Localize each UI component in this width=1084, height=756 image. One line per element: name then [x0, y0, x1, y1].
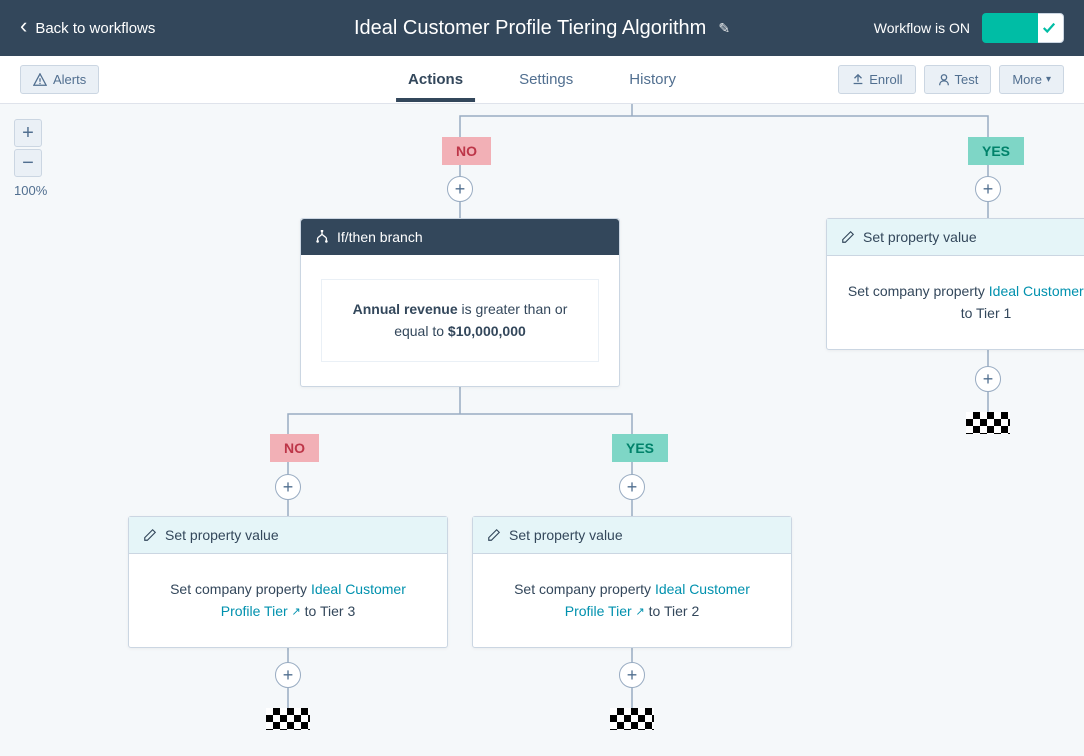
property-link[interactable]: Ideal Customer Tier ↗: [989, 283, 1084, 299]
card-header: If/then branch: [301, 219, 619, 255]
if-then-branch-card[interactable]: If/then branch Annual revenue is greater…: [300, 218, 620, 387]
enroll-icon: [851, 73, 865, 87]
check-icon: [1034, 13, 1064, 43]
set-property-card-tier3[interactable]: Set property value Set company property …: [128, 516, 448, 648]
branch-icon: [315, 230, 329, 244]
prop-to: to: [961, 305, 976, 321]
prop-prefix: Set company property: [848, 283, 989, 299]
finish-flag-icon: [966, 412, 1010, 434]
top-bar: Back to workflows Ideal Customer Profile…: [0, 0, 1084, 56]
prop-value: Tier 2: [664, 603, 699, 619]
add-action-button[interactable]: +: [975, 176, 1001, 202]
workflow-toggle[interactable]: [982, 13, 1064, 43]
test-button[interactable]: Test: [924, 65, 992, 94]
finish-flag-icon: [610, 708, 654, 730]
branch-no-badge: NO: [270, 434, 319, 462]
finish-flag-icon: [266, 708, 310, 730]
right-buttons: Enroll Test More ▾: [838, 65, 1064, 94]
enroll-label: Enroll: [869, 72, 902, 87]
more-button[interactable]: More ▾: [999, 65, 1064, 94]
prop-to: to: [645, 603, 664, 619]
workflow-status-label: Workflow is ON: [874, 20, 970, 36]
prop-to: to: [301, 603, 320, 619]
prop-prefix: Set company property: [514, 581, 655, 597]
add-action-button[interactable]: +: [975, 366, 1001, 392]
tabs: Actions Settings History: [400, 59, 684, 100]
enroll-button[interactable]: Enroll: [838, 65, 915, 94]
prop-value: Tier 1: [976, 305, 1011, 321]
branch-yes-badge: YES: [612, 434, 668, 462]
workflow-title: Ideal Customer Profile Tiering Algorithm…: [354, 17, 730, 40]
add-action-button[interactable]: +: [619, 474, 645, 500]
set-property-header: Set property value: [165, 527, 279, 543]
tab-actions[interactable]: Actions: [400, 59, 471, 100]
prop-value: Tier 3: [320, 603, 355, 619]
back-to-workflows-link[interactable]: Back to workflows: [20, 20, 155, 37]
card-body: Annual revenue is greater than or equal …: [301, 255, 619, 386]
card-header: Set property value: [473, 517, 791, 554]
workflow-canvas[interactable]: + − 100% NO YES + + If/then branch Annua…: [0, 104, 1084, 756]
card-body: Set company property Ideal Customer Prof…: [473, 554, 791, 647]
alerts-button[interactable]: Alerts: [20, 65, 99, 94]
set-property-header: Set property value: [863, 229, 977, 245]
test-label: Test: [955, 72, 979, 87]
zoom-out-button[interactable]: −: [14, 149, 42, 177]
alert-icon: [33, 73, 47, 87]
external-link-icon: ↗: [292, 606, 301, 618]
set-property-card-tier2[interactable]: Set property value Set company property …: [472, 516, 792, 648]
top-right: Workflow is ON: [874, 13, 1064, 43]
tab-history[interactable]: History: [621, 59, 684, 100]
title-text: Ideal Customer Profile Tiering Algorithm: [354, 17, 706, 40]
add-action-button[interactable]: +: [275, 662, 301, 688]
connector-lines: [0, 104, 1084, 756]
zoom-level: 100%: [14, 183, 47, 198]
tab-settings[interactable]: Settings: [511, 59, 581, 100]
add-action-button[interactable]: +: [275, 474, 301, 500]
alerts-label: Alerts: [53, 72, 86, 87]
branch-no-badge: NO: [442, 137, 491, 165]
prop-prefix: Set company property: [170, 581, 311, 597]
rule-value: $10,000,000: [448, 323, 526, 339]
test-icon: [937, 73, 951, 87]
card-body: Set company property Ideal Customer Tier…: [827, 256, 1084, 349]
branch-header-label: If/then branch: [337, 229, 423, 245]
zoom-controls: + − 100%: [14, 119, 47, 198]
set-property-card-tier1[interactable]: Set property value Set company property …: [826, 218, 1084, 350]
caret-down-icon: ▾: [1046, 74, 1051, 85]
branch-yes-badge: YES: [968, 137, 1024, 165]
sub-bar: Alerts Actions Settings History Enroll T…: [0, 56, 1084, 104]
zoom-in-button[interactable]: +: [14, 119, 42, 147]
branch-rule: Annual revenue is greater than or equal …: [321, 279, 599, 362]
card-header: Set property value: [827, 219, 1084, 256]
card-header: Set property value: [129, 517, 447, 554]
add-action-button[interactable]: +: [447, 176, 473, 202]
more-label: More: [1012, 72, 1042, 87]
set-property-header: Set property value: [509, 527, 623, 543]
rule-property: Annual revenue: [353, 301, 458, 317]
edit-icon: [143, 528, 157, 542]
external-link-icon: ↗: [636, 606, 645, 618]
edit-icon: [487, 528, 501, 542]
toggle-on-indicator: [982, 13, 1038, 43]
chevron-left-icon: [20, 20, 27, 37]
back-label: Back to workflows: [35, 20, 155, 37]
add-action-button[interactable]: +: [619, 662, 645, 688]
edit-icon: [841, 230, 855, 244]
pencil-icon[interactable]: ✎: [718, 20, 730, 37]
card-body: Set company property Ideal Customer Prof…: [129, 554, 447, 647]
